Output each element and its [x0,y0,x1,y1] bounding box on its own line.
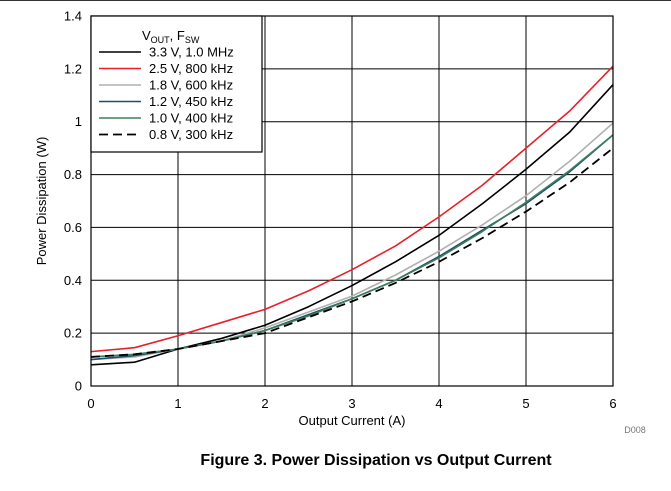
figure-id-label: D008 [624,425,646,435]
legend-label-6: 0.8 V, 300 kHz [149,127,233,142]
x-tick-label: 5 [522,396,529,411]
legend-label-1: 3.3 V, 1.0 MHz [149,45,234,60]
x-tick-label: 2 [261,396,268,411]
legend-label-4: 1.2 V, 450 kHz [149,94,233,109]
y-tick-label: 0.8 [64,167,82,182]
legend-label-3: 1.8 V, 600 kHz [149,78,233,93]
plot-frame [90,15,614,387]
x-tick-label: 0 [87,396,94,411]
y-tick-label: 1.4 [64,9,82,24]
y-tick-label: 0.6 [64,220,82,235]
power-dissipation-chart: 0 1 2 3 4 5 6 0 0.2 0.4 0.6 0.8 1 1.2 1.4 Output Curren… [34,9,646,436]
y-tick-label: 0 [75,379,82,394]
x-axis-label: Output Current (A) [299,413,406,428]
legend-box [90,15,263,153]
top-rule [0,0,671,1]
legend-label-5: 1.0 V, 400 kHz [149,111,233,126]
y-tick-label: 0.4 [64,273,82,288]
legend-label-2: 2.5 V, 800 kHz [149,61,233,76]
series-lines [90,65,614,366]
figure-caption: Figure 3. Power Dissipation vs Output Cu… [200,452,552,469]
x-tick-label: 4 [435,396,442,411]
x-tick-label: 6 [609,396,616,411]
series-line-6 [90,147,614,358]
y-tick-label: 1.2 [64,61,82,76]
y-axis-label: Power Dissipation (W) [34,137,49,266]
series-line-2 [90,65,614,353]
x-tick-label: 3 [348,396,355,411]
y-tick-label: 0.2 [64,326,82,341]
x-tick-label: 1 [174,396,181,411]
axes: 0 1 2 3 4 5 6 0 0.2 0.4 0.6 0.8 1 1.2 1.4 Output Curren… [34,9,646,436]
legend-title: VOUT, FSW [142,28,200,45]
y-tick-label: 1 [75,114,82,129]
